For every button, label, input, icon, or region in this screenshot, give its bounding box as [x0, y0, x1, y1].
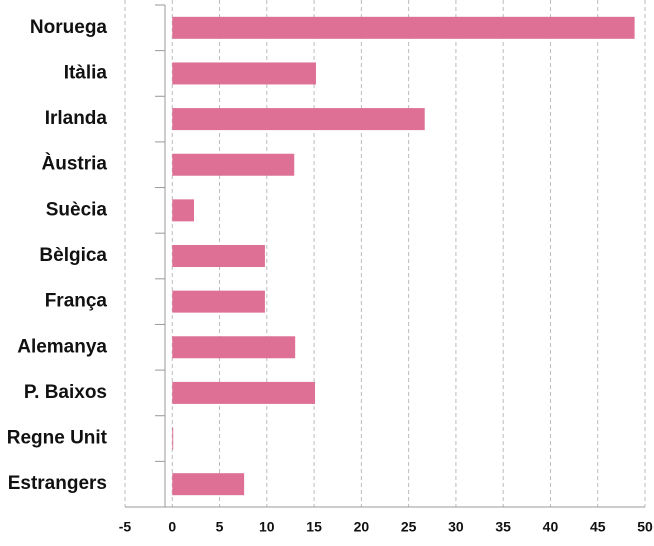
- bar: [172, 108, 425, 131]
- bar: [172, 16, 635, 39]
- y-tick-label: Regne Unit: [7, 428, 108, 449]
- y-tick-label: Suècia: [46, 199, 108, 220]
- x-tick-label: 0: [168, 519, 176, 535]
- x-tick-label: 45: [590, 519, 606, 535]
- bar: [172, 381, 316, 404]
- y-tick-label: P. Baixos: [24, 382, 107, 403]
- x-tick-label: 40: [543, 519, 559, 535]
- bar: [172, 153, 295, 176]
- x-tick-label: 50: [637, 519, 653, 535]
- y-tick-label: Bèlgica: [39, 245, 107, 266]
- y-tick-label: Àustria: [42, 153, 108, 175]
- x-tick-label: 20: [354, 519, 370, 535]
- bar: [172, 245, 265, 267]
- y-tick-label: Alemanya: [17, 336, 107, 357]
- x-tick-label: -5: [119, 519, 132, 535]
- bar: [172, 336, 296, 359]
- bar: [172, 62, 316, 85]
- y-tick-label: Itàlia: [64, 62, 108, 83]
- bar: [172, 290, 265, 313]
- y-tick-label: França: [45, 291, 108, 312]
- bar: [172, 199, 195, 222]
- x-tick-label: 10: [259, 519, 275, 535]
- x-tick-label: 5: [216, 519, 224, 535]
- x-tick-label: 15: [306, 519, 322, 535]
- bar: [172, 427, 174, 450]
- y-tick-label: Irlanda: [45, 108, 108, 129]
- bar: [172, 473, 245, 496]
- x-tick-label: 25: [401, 519, 417, 535]
- y-tick-label: Noruega: [30, 17, 108, 38]
- x-tick-label: 30: [448, 519, 464, 535]
- y-tick-label: Estrangers: [8, 473, 107, 494]
- x-tick-label: 35: [495, 519, 511, 535]
